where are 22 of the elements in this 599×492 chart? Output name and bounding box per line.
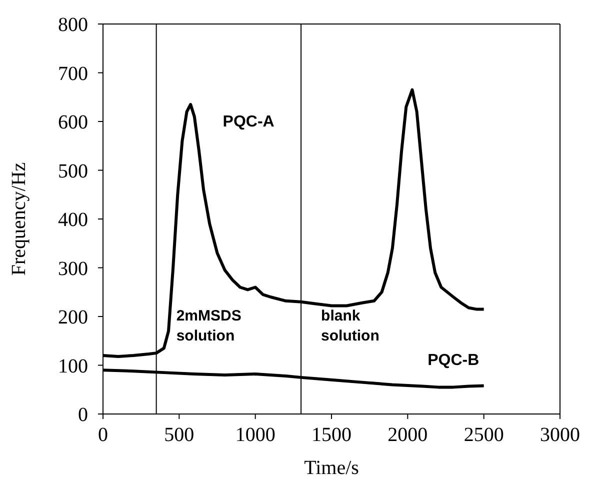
x-tick-label: 500 [164, 424, 194, 446]
y-tick-label: 300 [58, 258, 88, 280]
x-tick-label: 3000 [540, 424, 580, 446]
y-tick-label: 100 [58, 355, 88, 378]
series-label: PQC-B [428, 352, 480, 370]
y-tick-label: 200 [58, 306, 88, 329]
y-tick-label: 0 [78, 404, 88, 426]
y-tick-label: 700 [58, 62, 88, 85]
y-tick-label: 500 [58, 160, 88, 182]
x-tick-label: 2000 [388, 424, 428, 446]
x-axis-title: Time/s [304, 457, 360, 479]
ref-line-label: 2mMSDS solution [176, 307, 242, 344]
y-tick-label: 600 [58, 112, 88, 134]
y-axis-title: Frequency/Hz [8, 162, 30, 276]
y-tick-label: 400 [58, 209, 88, 232]
x-tick-label: 1000 [235, 424, 276, 446]
x-tick-label: 2500 [464, 424, 504, 446]
series-label: PQC-A [222, 113, 275, 130]
x-tick-label: 1500 [312, 424, 352, 446]
ref-line-label: blank solution [321, 307, 380, 344]
y-tick-label: 800 [58, 14, 88, 36]
x-tick-label: 0 [98, 424, 108, 446]
